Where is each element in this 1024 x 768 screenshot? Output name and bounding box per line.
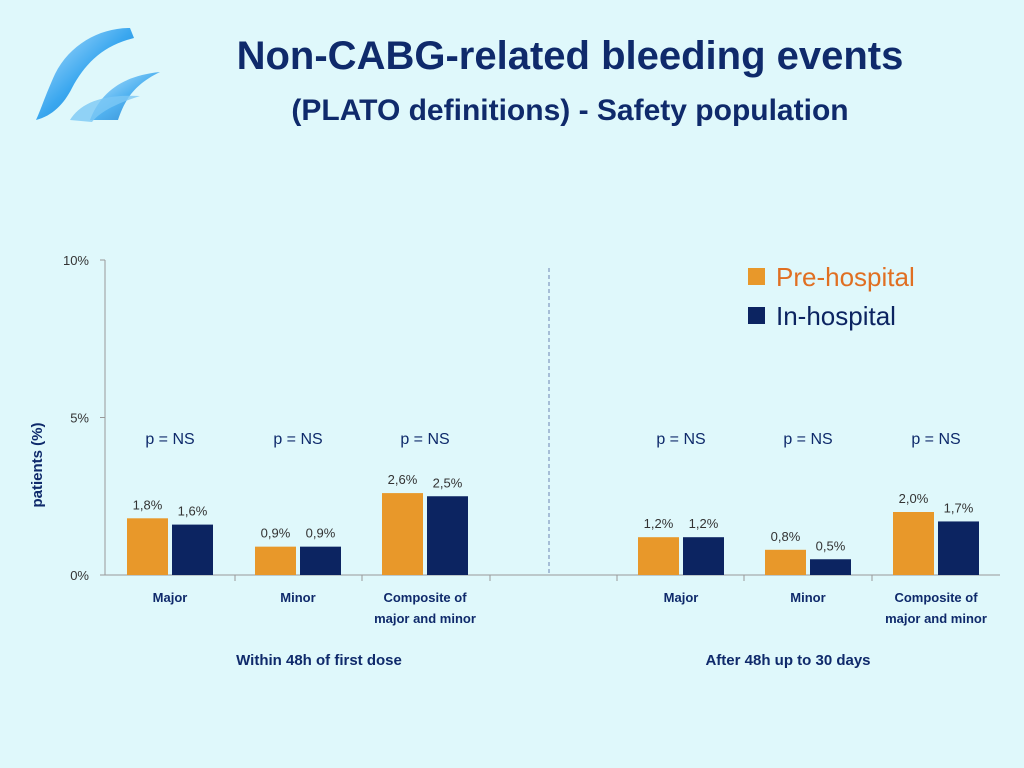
data-label-in-hospital: 1,6%: [178, 504, 208, 519]
y-tick-label: 10%: [63, 253, 89, 268]
legend-swatch-in-hospital: [748, 307, 765, 324]
y-tick-label: 0%: [70, 568, 89, 583]
bar-pre-hospital: [255, 546, 296, 575]
data-label-pre-hospital: 1,8%: [133, 497, 163, 512]
category-label: Major: [664, 590, 699, 605]
bar-in-hospital: [300, 546, 341, 575]
slide-subtitle: (PLATO definitions) - Safety population: [291, 94, 849, 127]
category-label: Minor: [790, 590, 825, 605]
p-value-label: p = NS: [783, 431, 832, 448]
data-label-in-hospital: 2,5%: [433, 475, 463, 490]
bar-in-hospital: [810, 559, 851, 575]
p-value-label: p = NS: [273, 431, 322, 448]
slide-title: Non-CABG-related bleeding events: [236, 34, 904, 78]
wave-logo-icon: [36, 28, 160, 122]
p-value-label: p = NS: [145, 431, 194, 448]
category-label: major and minor: [885, 611, 987, 626]
category-label: Major: [153, 590, 188, 605]
data-label-in-hospital: 0,5%: [816, 538, 846, 553]
bar-pre-hospital: [893, 512, 934, 575]
data-label-pre-hospital: 1,2%: [644, 516, 674, 531]
legend-swatch-pre-hospital: [748, 268, 765, 285]
y-tick-label: 5%: [70, 411, 89, 426]
bar-pre-hospital: [127, 518, 168, 575]
legend-label-in-hospital: In-hospital: [776, 301, 896, 331]
bar-in-hospital: [427, 496, 468, 575]
category-label: Minor: [280, 590, 315, 605]
bar-pre-hospital: [382, 493, 423, 575]
bar-in-hospital: [172, 524, 213, 575]
category-label: Composite of: [894, 590, 978, 605]
data-label-in-hospital: 1,7%: [944, 500, 974, 515]
p-value-label: p = NS: [400, 431, 449, 448]
p-value-label: p = NS: [656, 431, 705, 448]
legend-label-pre-hospital: Pre-hospital: [776, 262, 915, 292]
category-label: Composite of: [383, 590, 467, 605]
data-label-in-hospital: 1,2%: [689, 516, 719, 531]
data-label-pre-hospital: 0,8%: [771, 529, 801, 544]
data-label-pre-hospital: 2,0%: [899, 491, 929, 506]
p-value-label: p = NS: [911, 431, 960, 448]
group-label-after-48h: After 48h up to 30 days: [705, 652, 870, 669]
data-label-in-hospital: 0,9%: [306, 526, 336, 541]
category-label: major and minor: [374, 611, 476, 626]
y-axis-title: patients (%): [29, 422, 46, 507]
bar-in-hospital: [683, 537, 724, 575]
group-label-within-48h: Within 48h of first dose: [236, 652, 402, 669]
bar-in-hospital: [938, 521, 979, 575]
bar-pre-hospital: [638, 537, 679, 575]
bar-pre-hospital: [765, 549, 806, 575]
data-label-pre-hospital: 0,9%: [261, 526, 291, 541]
data-label-pre-hospital: 2,6%: [388, 472, 418, 487]
